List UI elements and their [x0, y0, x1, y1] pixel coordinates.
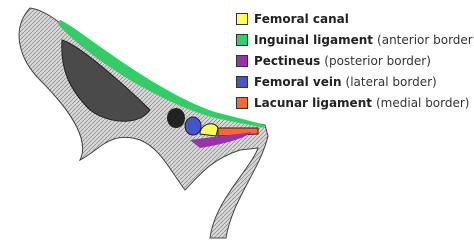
femoral-vein-shape: [184, 116, 202, 136]
legend-description: (lateral border): [345, 74, 437, 89]
pectineus-shape: [190, 132, 252, 148]
legend-description: (anterior border): [377, 32, 474, 47]
legend-swatch: [236, 12, 248, 25]
legend-swatch: [236, 54, 248, 67]
muscle: [61, 39, 151, 122]
legend-label: Inguinal ligament: [254, 32, 374, 47]
legend-label: Femoral vein: [254, 74, 342, 89]
legend-label: Pectineus: [254, 53, 321, 68]
legend-row: Inguinal ligament (anterior border): [236, 29, 474, 50]
artery: [167, 108, 185, 128]
legend-row: Lacunar ligament (medial border): [236, 92, 474, 113]
legend: Femoral canal Inguinal ligament (anterior …: [236, 8, 474, 113]
legend-row: Femoral canal: [236, 8, 474, 29]
legend-label: Femoral canal: [254, 11, 349, 26]
legend-label: Lacunar ligament: [254, 95, 372, 110]
bone: [18, 7, 269, 239]
legend-description: (medial border): [375, 95, 470, 110]
legend-swatch: [236, 33, 248, 46]
legend-row: Pectineus (posterior border): [236, 50, 474, 71]
legend-description: (posterior border): [324, 53, 431, 68]
legend-swatch: [236, 96, 248, 109]
legend-swatch: [236, 75, 248, 88]
legend-row: Femoral vein (lateral border): [236, 71, 474, 92]
